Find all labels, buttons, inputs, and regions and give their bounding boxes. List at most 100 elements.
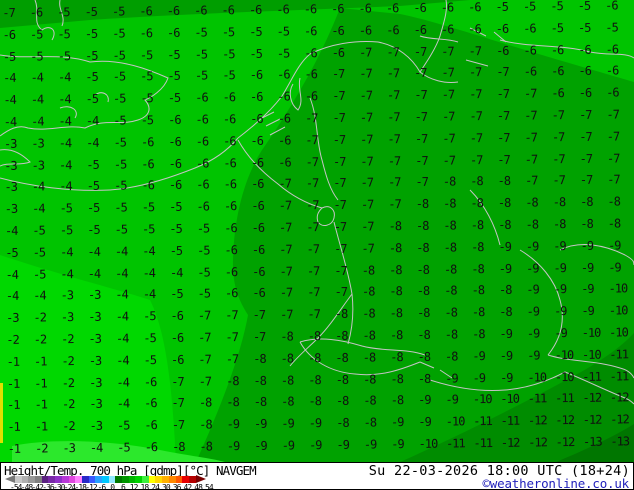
temp-value: -8 (552, 195, 566, 210)
temp-value: -5 (30, 49, 43, 64)
temp-value: -5 (85, 70, 98, 85)
temp-value: -1 (33, 354, 47, 369)
temp-value: -11 (473, 414, 492, 429)
country-borders-layer (0, 0, 634, 405)
scale-color-segment (21, 476, 29, 483)
temp-value: -9 (308, 416, 322, 431)
temp-value: -8 (470, 196, 484, 211)
temp-value: -6 (523, 21, 536, 36)
temp-value: -5 (221, 46, 235, 61)
scale-color-segment (95, 476, 102, 483)
temp-value: -7 (278, 176, 291, 191)
temp-value: -5 (87, 222, 100, 237)
scale-color-segment (48, 476, 56, 483)
temp-value: -8 (171, 439, 185, 454)
france-belgium-border (237, 139, 323, 209)
temp-value: -4 (142, 265, 156, 280)
map-shading-layer (0, 0, 634, 462)
temp-value: -7 (171, 374, 184, 389)
temp-value: -5 (57, 26, 70, 42)
temp-value: -5 (197, 286, 211, 301)
temp-value: -7 (333, 241, 347, 256)
temp-value: -9 (308, 438, 322, 453)
temp-value: -9 (526, 282, 539, 297)
temp-value: -3 (62, 441, 75, 456)
temp-value: -11 (473, 436, 493, 451)
cornwall-coast (0, 149, 31, 167)
temp-value: -8 (580, 216, 593, 231)
temp-value: -4 (58, 92, 71, 107)
temp-value: -6 (195, 156, 209, 171)
temp-value: -8 (280, 329, 293, 344)
temp-value: -7 (551, 129, 565, 145)
temp-value: -9 (472, 348, 485, 364)
temp-value: -7 (441, 65, 455, 80)
temp-value: -6 (252, 286, 265, 301)
temp-value: -9 (526, 326, 540, 341)
temp-value: -6 (413, 22, 427, 37)
temp-value: -9 (226, 417, 240, 432)
temp-value: -7 (278, 198, 292, 213)
temp-value: -10 (527, 369, 547, 385)
temp-value: -8 (416, 305, 430, 321)
temp-value: -6 (523, 43, 536, 58)
temp-value: -8 (334, 306, 348, 322)
temp-value: -7 (225, 330, 239, 345)
scotland-coast (34, 0, 64, 41)
scale-label: -18 (74, 483, 87, 490)
temp-value: -9 (581, 282, 594, 297)
temp-value: -7 (468, 65, 482, 80)
temp-value: -3 (89, 418, 103, 434)
copyright-link[interactable]: ©weatheronline.co.uk (482, 476, 629, 490)
temp-value: -7 (579, 129, 592, 144)
temperature-scale-bar (15, 476, 196, 483)
temp-value: -7 (441, 109, 455, 124)
temp-value: -7 (524, 108, 537, 123)
temp-value: -5 (113, 135, 127, 150)
temp-value: -11 (500, 413, 520, 429)
temp-value: -5 (117, 440, 130, 455)
temp-value: -6 (170, 330, 184, 345)
benelux-german-coast (237, 0, 447, 139)
temp-value: -5 (167, 69, 181, 84)
temp-value: -7 (606, 151, 620, 166)
temp-value: -5 (167, 47, 180, 62)
temp-value: -8 (444, 327, 458, 342)
temp-value: -9 (527, 348, 540, 363)
temp-value: -7 (171, 417, 185, 433)
temp-value: -6 (386, 22, 399, 38)
temp-value: -10 (608, 281, 628, 296)
temp-value: -11 (527, 391, 547, 406)
scale-label: -6 (97, 483, 107, 490)
temp-value: -6 (249, 68, 263, 83)
temp-value: -7 (606, 129, 620, 144)
temp-value: -8 (199, 439, 212, 454)
scale-label: -12 (85, 483, 97, 490)
temp-value: -8 (281, 394, 294, 409)
scale-color-segment (101, 476, 109, 483)
temp-value: -9 (553, 282, 567, 297)
temp-value: -8 (335, 394, 349, 409)
temp-value: -7 (468, 43, 482, 58)
temp-value: -3 (60, 288, 74, 303)
scale-color-segment (108, 476, 116, 483)
temp-value: -7 (414, 87, 427, 103)
temp-value: -4 (89, 440, 103, 455)
region-southeast-dark (400, 333, 634, 462)
temp-value: -4 (59, 244, 73, 260)
temp-value: -11 (609, 347, 629, 362)
temp-value: -5 (112, 26, 125, 41)
temp-value: -8 (416, 284, 430, 299)
temp-value: -5 (139, 47, 153, 62)
temp-value: -6 (139, 25, 153, 41)
scale-label: 48 (194, 483, 203, 490)
temp-value: -6 (194, 3, 207, 18)
temp-value: -6 (224, 286, 238, 301)
temp-value: -5 (276, 46, 290, 61)
temp-value: -6 (250, 111, 263, 126)
temp-value: -4 (58, 114, 71, 129)
temp-value: -3 (4, 158, 17, 173)
temp-value: -7 (497, 152, 510, 167)
temp-value: -7 (414, 66, 427, 81)
temp-value: -6 (249, 89, 263, 105)
